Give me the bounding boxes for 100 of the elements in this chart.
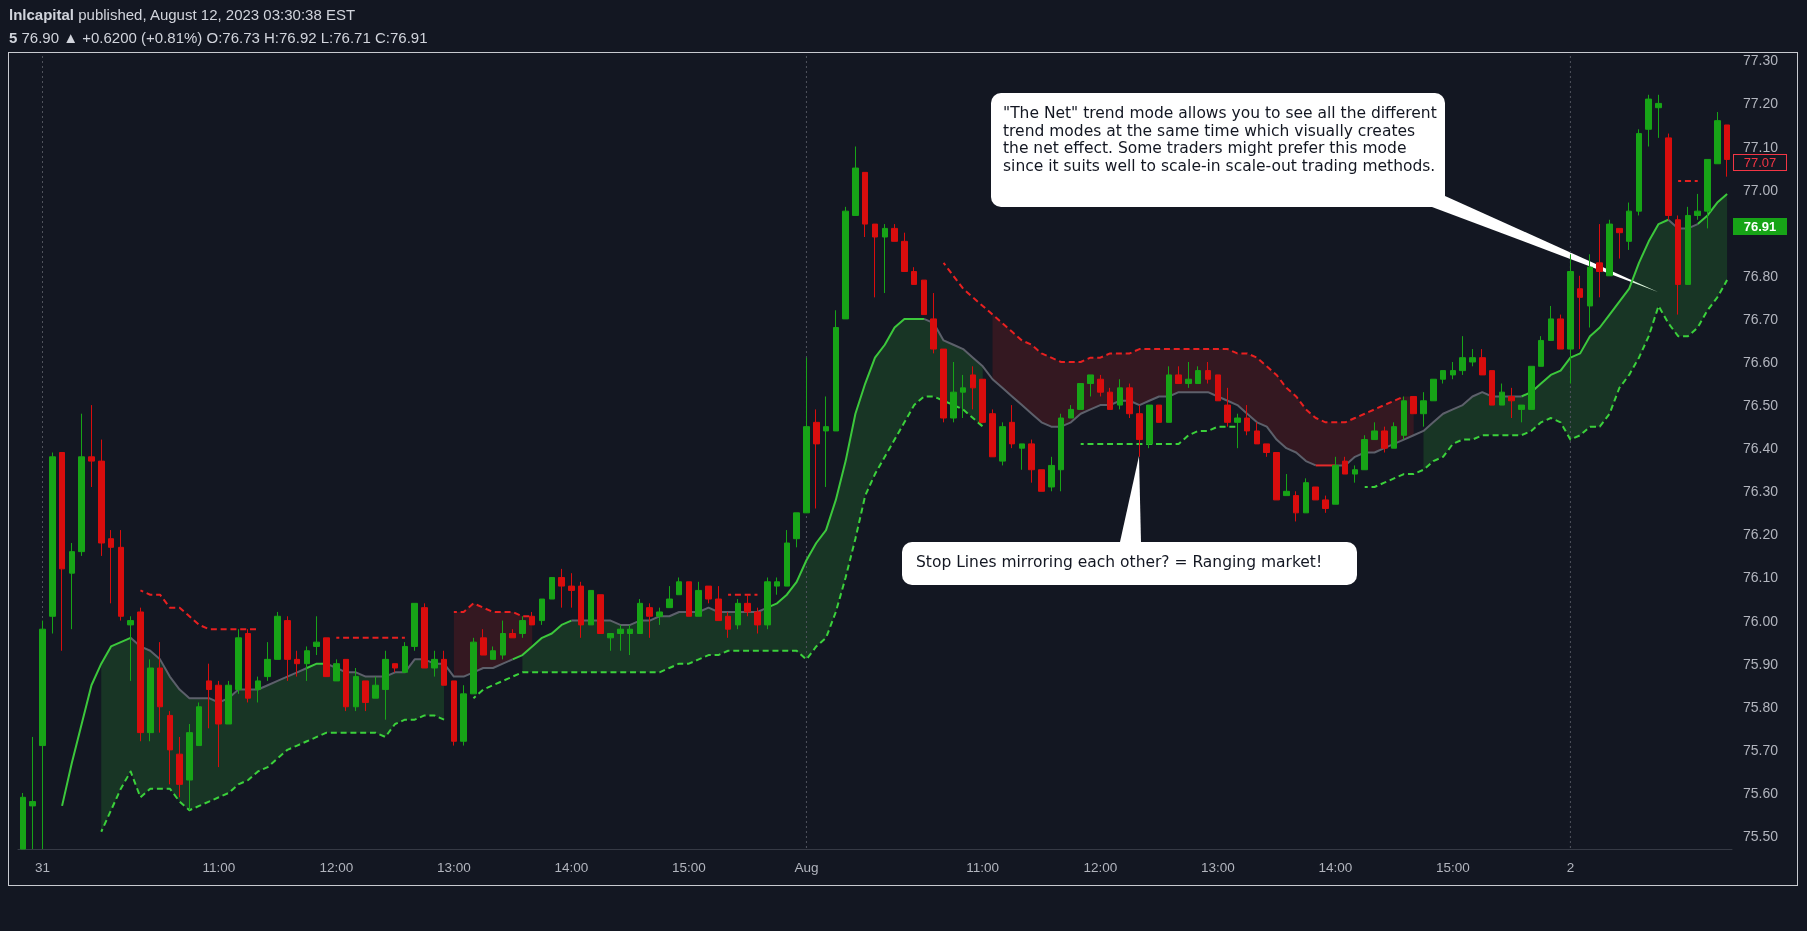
candlestick [500, 620, 506, 660]
candlestick [1048, 456, 1055, 492]
candlestick [1038, 469, 1045, 492]
candlestick [1420, 391, 1427, 428]
candlestick [392, 663, 398, 673]
candlestick [1254, 421, 1260, 445]
candlestick [1557, 314, 1564, 350]
candlestick [793, 512, 800, 548]
x-tick-label: 31 [34, 859, 50, 875]
y-tick-label: 77.30 [1743, 52, 1779, 69]
candlestick [1440, 370, 1446, 385]
candlestick [1596, 223, 1603, 298]
candlestick [137, 607, 144, 742]
candlestick [627, 624, 633, 656]
candlestick [1107, 387, 1113, 410]
candlestick [59, 452, 65, 652]
candlestick [460, 684, 467, 747]
candlestick [1469, 348, 1476, 367]
candlestick [1714, 111, 1721, 165]
candlestick [930, 292, 937, 354]
candlestick [480, 628, 487, 656]
y-tick-label: 76.50 [1743, 397, 1779, 414]
candlestick [39, 620, 46, 850]
x-tick-label: 11:00 [202, 859, 236, 875]
candlestick [1175, 365, 1182, 385]
candlestick [313, 615, 320, 656]
candlestick [372, 676, 379, 699]
candlestick [1479, 348, 1486, 376]
candlestick [656, 607, 663, 626]
candlestick [235, 628, 242, 695]
candlestick [803, 357, 810, 514]
x-tick-label: 15:00 [672, 859, 706, 875]
candlestick [1332, 456, 1339, 505]
candlestick [1136, 404, 1143, 458]
candlestick [1616, 227, 1623, 260]
candlestick [833, 309, 839, 432]
candlestick [558, 568, 565, 609]
y-tick-label: 76.30 [1743, 483, 1779, 500]
candlestick [431, 650, 438, 678]
candlestick [1234, 413, 1241, 449]
candlestick [1166, 365, 1172, 423]
candlestick [1009, 404, 1015, 449]
candlestick [578, 581, 584, 639]
candlestick [1704, 158, 1711, 229]
candlestick [1205, 361, 1211, 385]
candlestick [774, 576, 780, 596]
candlestick [1146, 404, 1153, 449]
candlestick [294, 650, 300, 678]
annotation: Stop Lines mirroring each other? = Ranging market! [916, 553, 1324, 572]
candlestick [813, 408, 820, 510]
x-tick-label: 14:00 [554, 859, 589, 875]
candlestick [1068, 404, 1074, 419]
candlestick [989, 408, 996, 458]
candlestick [1528, 365, 1535, 410]
x-tick-label: 13:00 [1200, 859, 1235, 875]
candlestick [725, 611, 731, 639]
x-tick-label: Aug [794, 859, 819, 875]
candlestick [597, 594, 604, 635]
x-tick-label: 13:00 [436, 859, 471, 875]
y-tick-label: 75.60 [1743, 784, 1779, 801]
candlestick [1548, 305, 1554, 341]
candlestick [1195, 365, 1201, 385]
y-tick-label: 75.70 [1743, 741, 1779, 758]
candlestick [960, 374, 966, 419]
candlestick [1019, 443, 1025, 471]
candlestick [382, 650, 389, 721]
candlestick [882, 223, 888, 294]
y-tick-label: 76.20 [1743, 526, 1779, 543]
candlestick [127, 615, 134, 682]
candlestick [353, 667, 359, 712]
candlestick [69, 542, 75, 630]
candlestick [979, 378, 986, 423]
candlestick [441, 650, 447, 686]
candlestick [1156, 404, 1162, 423]
candlestick [333, 658, 340, 682]
candlestick [1401, 395, 1407, 441]
candlestick [970, 365, 976, 410]
y-tick-label: 76.60 [1743, 353, 1779, 370]
candlestick [744, 594, 751, 617]
candlestick [255, 676, 261, 703]
candlestick [1391, 421, 1397, 449]
candlestick [1361, 434, 1368, 471]
candlestick [1489, 370, 1495, 406]
candlestick [1312, 486, 1319, 501]
candlestick [1587, 253, 1593, 329]
candlestick [686, 581, 692, 617]
candlestick [1665, 133, 1672, 221]
candlestick [872, 223, 878, 298]
candlestick [842, 206, 849, 320]
candlestick [118, 529, 124, 622]
candlestick [921, 279, 927, 316]
candlestick [999, 421, 1006, 466]
candlestick [1694, 193, 1701, 221]
annotation: "The Net" trend mode allows you to see all the different trend modes at the same time which visually creates the net effect. Some traders might prefer this mode since it suits well to scale-in scale-out trading methods. [1003, 104, 1438, 175]
candlestick [509, 628, 516, 639]
candlestick [1028, 439, 1035, 484]
candlestick [666, 585, 673, 609]
y-tick-label: 75.50 [1743, 828, 1779, 845]
y-tick-label: 76.10 [1743, 569, 1779, 586]
candlestick [695, 581, 702, 617]
